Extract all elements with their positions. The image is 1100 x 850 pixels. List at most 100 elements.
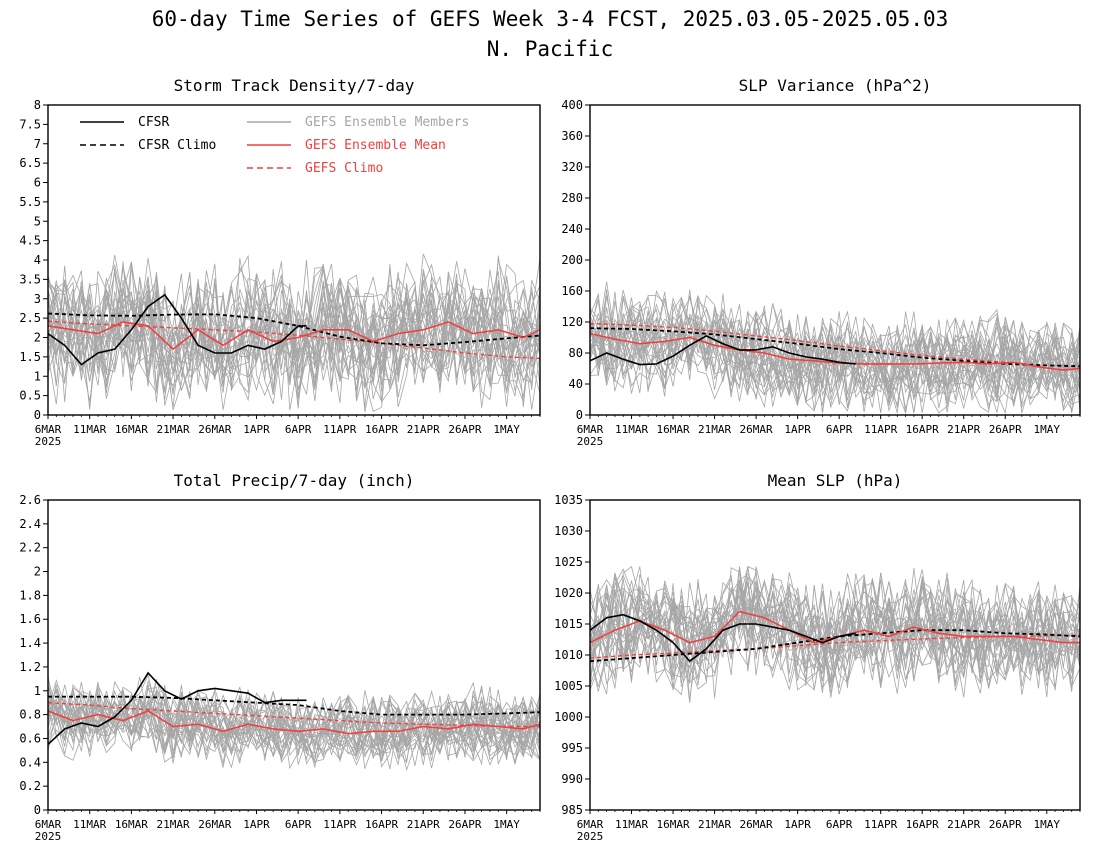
ensemble-member-line	[590, 303, 1080, 415]
legend-label-ens-mean: GEFS Ensemble Mean	[305, 138, 446, 153]
x-tick-label: 26MAR	[198, 818, 231, 831]
y-tick-label: 320	[561, 160, 583, 174]
y-tick-label: 2	[34, 331, 41, 345]
legend-label-members: GEFS Ensemble Members	[305, 115, 469, 130]
series-gefs-ensemble-mean	[48, 710, 540, 735]
y-tick-label: 0.4	[19, 755, 41, 769]
legend-label-gefs-climo: GEFS Climo	[305, 161, 383, 176]
y-tick-label: 6.5	[19, 156, 41, 170]
x-tick-label: 1MAY	[493, 818, 520, 831]
y-tick-label: 0	[576, 408, 583, 422]
ensemble-member-line	[590, 313, 1080, 408]
y-tick-label: 2.6	[19, 493, 41, 507]
x-tick-label: 11APR	[864, 423, 897, 436]
y-tick-label: 40	[569, 377, 583, 391]
panel-title: Mean SLP (hPa)	[768, 471, 903, 490]
x-tick-label: 16MAR	[656, 423, 689, 436]
y-tick-label: 1.5	[19, 350, 41, 364]
y-tick-label: 1020	[554, 586, 583, 600]
y-tick-label: 2.2	[19, 541, 41, 555]
y-tick-label: 4	[34, 253, 41, 267]
x-tick-label: 1MAY	[1034, 423, 1061, 436]
x-tick-label: 16MAR	[656, 818, 689, 831]
y-tick-label: 1	[34, 369, 41, 383]
ensemble-member-line	[590, 297, 1080, 406]
x-tick-label: 11APR	[323, 818, 356, 831]
x-tick-label: 16MAR	[115, 818, 148, 831]
x-tick-label: 16APR	[365, 818, 398, 831]
x-year-label: 2025	[577, 830, 604, 843]
series-gefs-ensemble-mean	[48, 321, 540, 351]
y-tick-label: 1.4	[19, 636, 41, 650]
x-tick-label: 11MAR	[73, 423, 106, 436]
x-tick-label: 21MAR	[698, 818, 731, 831]
series-cfsr	[48, 671, 307, 745]
x-tick-label: 21MAR	[157, 818, 190, 831]
x-tick-label: 1APR	[784, 423, 811, 436]
x-tick-label: 21MAR	[698, 423, 731, 436]
ensemble-member-line	[48, 268, 540, 394]
x-tick-label: 21APR	[407, 818, 440, 831]
y-tick-label: 80	[569, 346, 583, 360]
x-tick-label: 26APR	[989, 818, 1022, 831]
panel-slp-variance: SLP Variance (hPa^2) 0 40 80 120 160 200 240 280…	[561, 76, 1081, 448]
legend-label-cfsr: CFSR	[138, 115, 169, 130]
ensemble-member-line	[48, 258, 540, 388]
y-tick-label: 985	[561, 803, 583, 817]
x-tick-label: 6MAR	[35, 423, 62, 436]
plot-lines	[48, 253, 540, 413]
y-tick-label: 1000	[554, 710, 583, 724]
ensemble-member-line	[590, 298, 1080, 412]
y-tick-label: 2.4	[19, 517, 41, 531]
x-tick-label: 26APR	[448, 423, 481, 436]
x-tick-label: 26MAR	[740, 818, 773, 831]
x-tick-label: 1APR	[243, 423, 270, 436]
ensemble-member-line	[48, 276, 540, 395]
ensemble-member-line	[590, 582, 1080, 698]
x-tick-label: 6MAR	[577, 818, 604, 831]
panel-title: SLP Variance (hPa^2)	[739, 76, 932, 95]
y-tick-label: 2	[34, 565, 41, 579]
x-tick-label: 6APR	[285, 423, 312, 436]
x-tick-label: 1MAY	[493, 423, 520, 436]
plot-frame	[47, 499, 541, 811]
x-tick-label: 16APR	[365, 423, 398, 436]
x-tick-label: 6MAR	[577, 423, 604, 436]
y-tick-label: 5.5	[19, 195, 41, 209]
ensemble-member-line	[590, 573, 1080, 689]
y-tick-label: 7	[34, 137, 41, 151]
x-tick-label: 11MAR	[615, 818, 648, 831]
x-tick-label: 26APR	[448, 818, 481, 831]
y-tick-label: 1015	[554, 617, 583, 631]
y-tick-label: 1035	[554, 493, 583, 507]
ensemble-member-line	[590, 303, 1080, 414]
y-tick-label: 280	[561, 191, 583, 205]
ensemble-member-line	[48, 261, 540, 398]
y-tick-label: 8	[34, 98, 41, 112]
x-tick-label: 1APR	[784, 818, 811, 831]
x-tick-label: 21MAR	[157, 423, 190, 436]
ensemble-member-line	[48, 261, 540, 403]
y-tick-label: 1030	[554, 524, 583, 538]
y-tick-label: 5	[34, 214, 41, 228]
x-tick-label: 26APR	[989, 423, 1022, 436]
ensemble-member-line	[590, 289, 1080, 413]
ensemble-member-line	[590, 293, 1080, 413]
series-cfsr	[590, 335, 856, 366]
y-tick-label: 0.6	[19, 731, 41, 745]
x-tick-label: 16APR	[906, 423, 939, 436]
x-tick-label: 16MAR	[115, 423, 148, 436]
plot-lines	[590, 565, 1080, 703]
x-tick-label: 21APR	[947, 818, 980, 831]
x-tick-label: 6MAR	[35, 818, 62, 831]
y-tick-label: 7.5	[19, 117, 41, 131]
ensemble-member-line	[590, 295, 1080, 413]
x-tick-label: 16APR	[906, 818, 939, 831]
x-tick-label: 26MAR	[198, 423, 231, 436]
x-year-label: 2025	[35, 435, 62, 448]
y-tick-label: 360	[561, 129, 583, 143]
x-year-label: 2025	[35, 830, 62, 843]
y-tick-label: 120	[561, 315, 583, 329]
panel-title: Storm Track Density/7-day	[174, 76, 415, 95]
panel-mean-slp: Mean SLP (hPa) 985 990 995 1000 1005 1010 1015 1…	[554, 471, 1081, 843]
